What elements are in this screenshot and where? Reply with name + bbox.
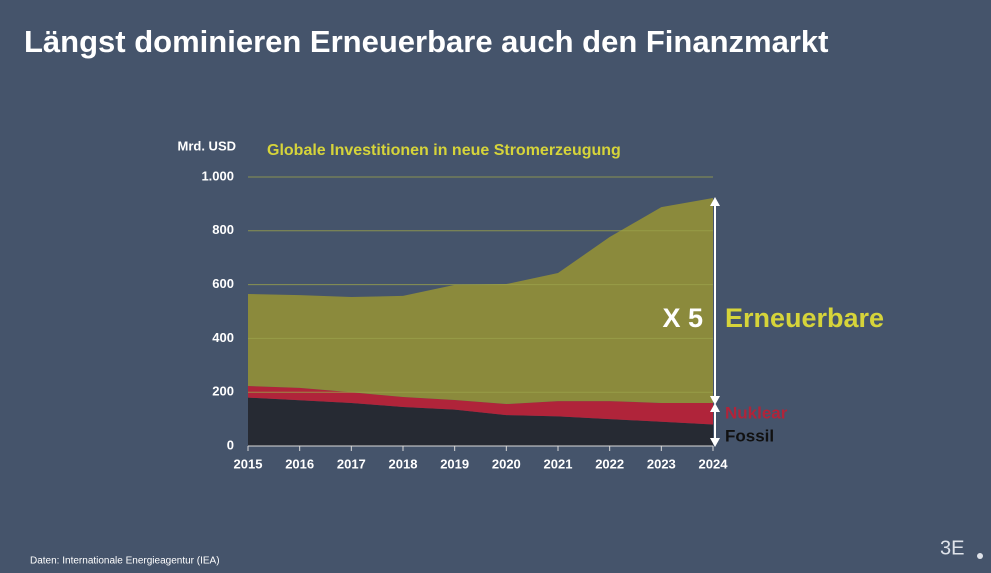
series-label: Fossil [725, 426, 774, 445]
arrow-head [710, 403, 720, 412]
arrow-head [710, 396, 720, 405]
y-tick-label: 400 [212, 330, 234, 345]
y-tick-label: 1.000 [201, 168, 234, 183]
arrow-head [710, 197, 720, 206]
source: Daten: Internationale Energieagentur (IE… [30, 556, 220, 567]
x-tick-label: 2018 [389, 456, 418, 471]
x-tick-label: 2023 [647, 456, 676, 471]
x-tick-label: 2021 [544, 456, 573, 471]
series-label: Nuklear [725, 403, 788, 422]
slide-title: Längst dominieren Erneuerbare auch den F… [24, 24, 828, 59]
y-tick-label: 200 [212, 384, 234, 399]
x-tick-label: 2019 [440, 456, 469, 471]
x-tick-label: 2016 [285, 456, 314, 471]
logo: 3E [940, 537, 964, 559]
x-tick-label: 2020 [492, 456, 521, 471]
arrow-head [710, 438, 720, 447]
y-axis-label: Mrd. USD [178, 138, 237, 153]
area [248, 397, 713, 446]
x-tick-label: 2024 [699, 456, 729, 471]
y-tick-label: 0 [227, 437, 234, 452]
x-tick-label: 2022 [595, 456, 624, 471]
area [248, 386, 713, 425]
logo-dot [977, 553, 983, 559]
area [248, 197, 713, 405]
y-tick-label: 600 [212, 276, 234, 291]
x-tick-label: 2017 [337, 456, 366, 471]
chart-title: Globale Investitionen in neue Stromerzeu… [267, 142, 621, 159]
y-tick-label: 800 [212, 222, 234, 237]
series-label: Erneuerbare [725, 303, 884, 333]
x-tick-label: 2015 [234, 456, 263, 471]
annotation: X 5 [662, 303, 703, 333]
